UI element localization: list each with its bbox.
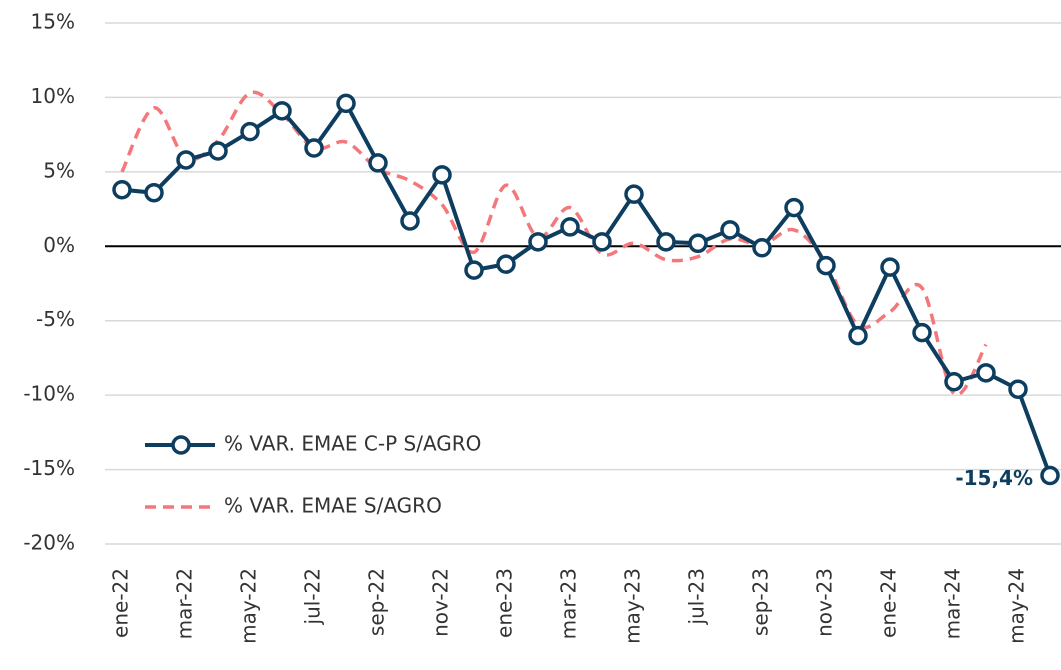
marker — [240, 121, 260, 142]
y-tick-label: 10% — [31, 84, 75, 108]
x-tick-label: jul-23 — [685, 568, 709, 625]
x-tick-label: sep-23 — [749, 568, 773, 636]
y-tick-label: -20% — [23, 531, 75, 555]
x-tick-label: jul-22 — [301, 568, 325, 625]
legend-label: % VAR. EMAE C-P S/AGRO — [224, 432, 481, 456]
marker — [528, 232, 548, 252]
x-tick-label: may-23 — [621, 568, 645, 644]
x-tick-label: nov-23 — [813, 568, 837, 637]
x-tick-label: sep-22 — [365, 568, 389, 636]
marker — [208, 141, 228, 161]
x-tick-label: may-24 — [1005, 568, 1029, 644]
marker — [752, 238, 772, 258]
marker — [656, 232, 676, 252]
marker — [1008, 379, 1028, 399]
x-tick-label: may-22 — [237, 568, 261, 644]
y-tick-label: 5% — [43, 158, 75, 182]
marker — [176, 150, 196, 170]
marker — [112, 179, 132, 200]
marker — [432, 165, 452, 185]
marker — [624, 184, 644, 204]
x-tick-label: nov-22 — [429, 568, 453, 637]
marker — [720, 220, 740, 240]
marker — [912, 322, 932, 343]
x-tick-label: mar-24 — [941, 568, 965, 639]
legend-label: % VAR. EMAE S/AGRO — [224, 494, 442, 518]
x-tick-label: ene-23 — [493, 568, 517, 638]
y-tick-label: 15% — [31, 10, 75, 34]
marker — [976, 363, 996, 383]
marker — [592, 232, 612, 252]
marker — [688, 233, 708, 254]
marker — [880, 257, 900, 277]
marker — [336, 93, 356, 114]
data-label: -15,4% — [955, 466, 1033, 490]
line — [121, 101, 1052, 477]
x-tick-label: ene-22 — [109, 568, 133, 638]
y-tick-label: 0% — [43, 233, 75, 257]
legend-marker — [171, 435, 191, 455]
marker — [496, 254, 516, 274]
x-tick-label: mar-23 — [557, 568, 581, 639]
y-tick-label: -10% — [23, 382, 75, 406]
x-tick-label: ene-24 — [877, 568, 901, 638]
y-tick-label: -5% — [36, 307, 75, 331]
y-tick-label: -15% — [23, 456, 75, 480]
marker — [848, 325, 868, 346]
marker — [144, 182, 164, 203]
marker — [944, 371, 964, 392]
marker — [304, 138, 324, 158]
marker — [816, 255, 836, 276]
marker — [400, 211, 420, 231]
marker — [1040, 465, 1060, 486]
marker — [464, 260, 484, 280]
marker — [784, 197, 804, 218]
marker — [368, 153, 388, 173]
marker — [272, 101, 292, 121]
x-tick-label: mar-22 — [173, 568, 197, 639]
marker — [560, 217, 580, 237]
